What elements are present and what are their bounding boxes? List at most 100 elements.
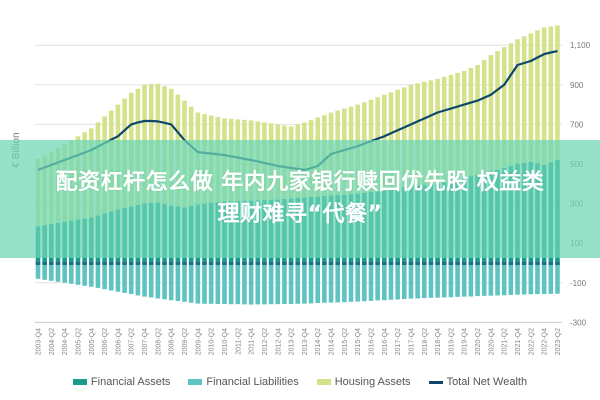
bar-baseline-mark <box>315 262 321 265</box>
bar-baseline-mark <box>475 262 480 265</box>
x-tick-label: 2007-Q4 <box>142 328 149 355</box>
legend-swatch <box>428 380 443 384</box>
bar-baseline-mark <box>195 262 201 265</box>
bar-financial-liabilities <box>162 263 167 300</box>
bar-baseline-mark <box>382 262 387 265</box>
bar-baseline-mark <box>441 262 447 265</box>
x-tick-label: 2014-Q2 <box>315 328 322 355</box>
bar-financial-liabilities <box>88 263 94 287</box>
bar-baseline-mark <box>415 262 420 265</box>
bar-baseline-mark <box>481 262 487 265</box>
bar-financial-liabilities <box>468 263 474 297</box>
bar-financial-liabilities <box>421 263 427 299</box>
bar-baseline-mark <box>461 262 467 265</box>
bar-housing-assets <box>541 27 547 165</box>
bar-baseline-mark <box>282 262 287 265</box>
bar-baseline-mark <box>335 262 340 265</box>
bar-baseline-mark <box>222 262 227 265</box>
bar-baseline-mark <box>275 262 281 265</box>
bar-financial-liabilities <box>55 263 61 282</box>
bar-housing-assets <box>521 36 527 164</box>
bar-baseline-mark <box>555 262 560 265</box>
bar-financial-liabilities <box>528 263 534 295</box>
legend-item-financial-liabilities: Financial Liabilities <box>188 376 299 388</box>
bar-financial-liabilities <box>275 263 281 305</box>
x-tick-label: 2011-Q4 <box>249 328 256 355</box>
x-tick-label: 2016-Q4 <box>382 328 389 355</box>
bar-financial-liabilities <box>515 263 520 295</box>
bar-baseline-mark <box>388 262 394 265</box>
legend-label: Financial Liabilities <box>206 376 299 388</box>
bar-housing-assets <box>555 25 560 161</box>
bar-housing-assets <box>421 81 427 185</box>
bar-financial-liabilities <box>142 263 147 297</box>
bar-baseline-mark <box>69 262 74 265</box>
x-tick-label: 2017-Q2 <box>395 328 402 355</box>
bar-financial-liabilities <box>215 263 221 304</box>
bar-housing-assets <box>488 55 494 172</box>
bar-financial-liabilities <box>195 263 201 304</box>
bar-financial-liabilities <box>342 263 347 303</box>
bar-baseline-mark <box>188 262 194 265</box>
x-tick-label: 2008-Q4 <box>169 328 176 355</box>
bar-baseline-mark <box>328 262 334 265</box>
x-tick-label: 2019-Q4 <box>462 328 469 355</box>
x-tick-label: 2015-Q4 <box>355 328 362 355</box>
y-tick-label: 700 <box>570 120 584 129</box>
y-tick-label: -300 <box>570 318 587 327</box>
bar-financial-liabilities <box>475 263 480 297</box>
x-tick-label: 2011-Q2 <box>235 328 242 355</box>
overlay-text-line-1: 配资杠杆怎么做 年内九家银行赎回优先股 权益类 <box>55 170 545 195</box>
x-tick-label: 2019-Q2 <box>448 328 455 355</box>
bar-financial-liabilities <box>362 263 367 302</box>
bar-housing-assets <box>468 67 474 177</box>
y-tick-label: 900 <box>570 81 584 90</box>
bar-housing-assets <box>428 80 434 185</box>
x-tick-label: 2018-Q2 <box>422 328 429 355</box>
bar-baseline-mark <box>288 262 294 265</box>
bar-financial-liabilities <box>548 263 554 294</box>
x-tick-label: 2005-Q4 <box>89 328 96 355</box>
bar-housing-assets <box>495 51 500 170</box>
bar-financial-liabilities <box>428 263 434 298</box>
bar-baseline-mark <box>128 262 134 265</box>
bar-baseline-mark <box>108 262 114 265</box>
legend: Financial Assets Financial Liabilities H… <box>0 376 600 388</box>
bar-financial-liabilities <box>288 263 294 304</box>
x-tick-label: 2006-Q2 <box>102 328 109 355</box>
bar-baseline-mark <box>175 262 181 265</box>
bar-baseline-mark <box>548 262 554 265</box>
x-tick-label: 2005-Q2 <box>75 328 82 355</box>
bar-financial-liabilities <box>395 263 400 300</box>
bar-baseline-mark <box>49 262 54 265</box>
bar-financial-liabilities <box>268 263 274 305</box>
x-tick-label: 2013-Q2 <box>289 328 296 355</box>
bar-financial-liabilities <box>128 263 134 295</box>
bar-baseline-mark <box>348 262 354 265</box>
bar-housing-assets <box>535 30 540 164</box>
bar-financial-liabilities <box>75 263 81 285</box>
bar-financial-liabilities <box>488 263 494 296</box>
x-tick-label: 2006-Q4 <box>115 328 122 355</box>
bar-housing-assets <box>435 78 440 184</box>
bar-financial-liabilities <box>355 263 360 302</box>
bar-housing-assets <box>501 47 507 168</box>
bar-baseline-mark <box>202 262 207 265</box>
bar-baseline-mark <box>295 262 301 265</box>
bar-financial-liabilities <box>402 263 407 300</box>
bar-housing-assets <box>415 83 420 186</box>
bar-financial-liabilities <box>168 263 174 301</box>
bar-baseline-mark <box>95 262 101 265</box>
bar-housing-assets <box>528 33 534 163</box>
x-tick-label: 2014-Q4 <box>329 328 336 355</box>
x-tick-label: 2015-Q2 <box>342 328 349 355</box>
x-tick-label: 2020-Q2 <box>475 328 482 355</box>
x-tick-label: 2009-Q4 <box>195 328 202 355</box>
bar-housing-assets <box>448 74 454 181</box>
bar-baseline-mark <box>162 262 167 265</box>
bar-financial-liabilities <box>521 263 527 295</box>
bar-financial-liabilities <box>235 263 241 305</box>
legend-label: Housing Assets <box>334 376 411 388</box>
bar-financial-liabilities <box>182 263 187 302</box>
bar-baseline-mark <box>148 262 154 265</box>
